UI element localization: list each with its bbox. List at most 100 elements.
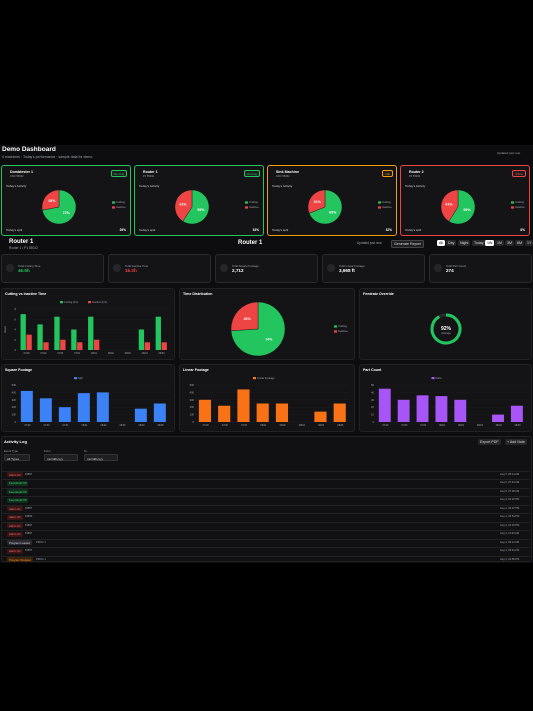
legend-label: Cutting xyxy=(249,200,258,204)
filter-input[interactable]: mm/dd/yyyy xyxy=(44,454,78,461)
bar xyxy=(20,314,26,350)
stat-card: Total Inactive Time 16.2h xyxy=(108,254,211,283)
x-tick-label: 08/05 xyxy=(337,424,344,427)
pie-slice xyxy=(41,189,60,211)
x-tick-label: 08/04 xyxy=(496,424,503,427)
machine-name: Sink Machine xyxy=(276,170,299,174)
chart-panel: Linear Footage 0 100 200 300 400 500 07/29 07/30… xyxy=(179,364,355,432)
chart: 0 2 4 6 8 Hours 07/28 07/29 07/30 07/31 08/01 08/02… xyxy=(3,300,170,355)
bar xyxy=(155,316,161,350)
filter-input[interactable]: All Types xyxy=(4,454,30,461)
legend-label: Cutting xyxy=(338,324,347,328)
bar xyxy=(153,403,166,422)
range-button[interactable]: 1W xyxy=(485,240,495,246)
log-row xyxy=(2,538,530,547)
event-detail: 63650 xyxy=(25,515,33,519)
updated: Updated just now xyxy=(357,241,382,245)
page-subtitle: 4 machines · Today's performance · sampl… xyxy=(2,155,93,159)
legend-label: Cutting (hrs) xyxy=(64,300,78,304)
event-date: Aug 4, 01:16 PM xyxy=(500,523,520,527)
chart-title: Part Count xyxy=(363,368,382,372)
pie-slice xyxy=(440,189,459,222)
legend-swatch xyxy=(511,201,514,204)
bar xyxy=(275,403,289,422)
machine-sub: CNC 55032 xyxy=(276,175,290,178)
legend-label: Inactive (hrs) xyxy=(92,300,107,304)
chart xyxy=(434,264,442,272)
filter-input[interactable]: mm/dd/yyyy xyxy=(84,454,118,461)
range-button[interactable]: 1Y xyxy=(525,240,533,246)
export-pdf[interactable]: Export PDF xyxy=(478,439,501,445)
legend-swatch xyxy=(253,377,256,380)
event-badge: Alarm On xyxy=(7,506,23,511)
x-tick-label: 07/31 xyxy=(241,424,248,427)
range-button[interactable]: 6M xyxy=(515,240,524,246)
chart xyxy=(220,264,228,272)
event-date: Aug 3, 04:58 PM xyxy=(500,557,520,561)
y-tick-label: 100 xyxy=(12,413,17,417)
x-tick-label: 08/01 xyxy=(439,424,446,427)
machine-sub: P1 55032 xyxy=(143,175,155,178)
range-button[interactable]: Today xyxy=(472,240,486,246)
bar xyxy=(77,393,90,422)
event-detail: 63857 xyxy=(25,472,33,476)
legend-label: Sqft xyxy=(78,376,83,380)
x-tick-label: 08/04 xyxy=(318,424,325,427)
x-tick-label: 07/31 xyxy=(63,424,70,427)
split-label: Today's split xyxy=(6,228,23,232)
status-badge: Idle xyxy=(382,170,393,177)
legend-swatch xyxy=(431,377,435,380)
event-badge: Feed Hold Off xyxy=(7,480,29,486)
log-row xyxy=(2,547,530,555)
add-note[interactable]: + Add Note xyxy=(505,439,527,445)
machine-name: Router 1 xyxy=(143,170,158,174)
bar xyxy=(144,342,150,350)
x-tick-label: 08/05 xyxy=(515,424,522,427)
range-button[interactable]: 3M xyxy=(505,240,514,246)
bar xyxy=(510,405,523,422)
chart xyxy=(6,264,14,272)
pie-slice xyxy=(182,189,210,225)
stat-icon xyxy=(6,264,14,272)
x-tick-label: 08/03 xyxy=(125,352,132,355)
bar xyxy=(37,324,43,350)
filter-label: To xyxy=(84,449,87,453)
bar xyxy=(43,342,49,350)
event-date: Aug 4, 02:54 PM xyxy=(500,515,520,519)
machine-sub: CNC 55032 xyxy=(10,175,24,178)
stat-card: Total Linear Footage 3,668 ft xyxy=(322,254,425,283)
shift-button[interactable]: Night xyxy=(458,240,471,246)
chart-title: Feedrate Override xyxy=(363,292,394,296)
activity-label: Today's Activity xyxy=(6,184,27,188)
slice-label: 74% xyxy=(265,337,273,341)
legend-label: Inactive xyxy=(515,205,525,209)
bar xyxy=(88,316,94,350)
generate-report[interactable]: Generate Report xyxy=(391,240,424,248)
split-value: 29% xyxy=(119,228,126,232)
legend-label: Cutting xyxy=(515,200,524,204)
bar xyxy=(71,329,77,350)
x-tick-label: 08/05 xyxy=(158,424,165,427)
legend-swatch xyxy=(60,301,63,304)
bar xyxy=(198,399,212,422)
stat-icon xyxy=(113,264,121,272)
x-tick-label: 08/05 xyxy=(159,352,166,355)
y-tick-label: 0 xyxy=(15,348,17,352)
slice-label: 31% xyxy=(314,200,322,204)
bar xyxy=(378,388,391,422)
x-tick-label: 08/03 xyxy=(299,424,306,427)
bar xyxy=(58,407,71,422)
stat-label: Total Square Footage xyxy=(232,264,259,268)
range-button[interactable]: 1M xyxy=(495,240,504,246)
stat-value: 274 xyxy=(446,268,454,273)
chart-panel: Feedrate Override 92% Average xyxy=(359,288,532,360)
shift-button[interactable]: All xyxy=(437,240,445,246)
activity-label: Today's Activity xyxy=(405,184,426,188)
y-tick-label: 2 xyxy=(15,338,17,342)
page-title: Demo Dashboard xyxy=(2,146,56,153)
stat-card: Total Square Footage 2,712 xyxy=(215,254,318,283)
shift-button[interactable]: Day xyxy=(446,240,457,246)
event-detail: PROG 1 xyxy=(36,557,46,561)
donut-arc xyxy=(430,313,462,345)
